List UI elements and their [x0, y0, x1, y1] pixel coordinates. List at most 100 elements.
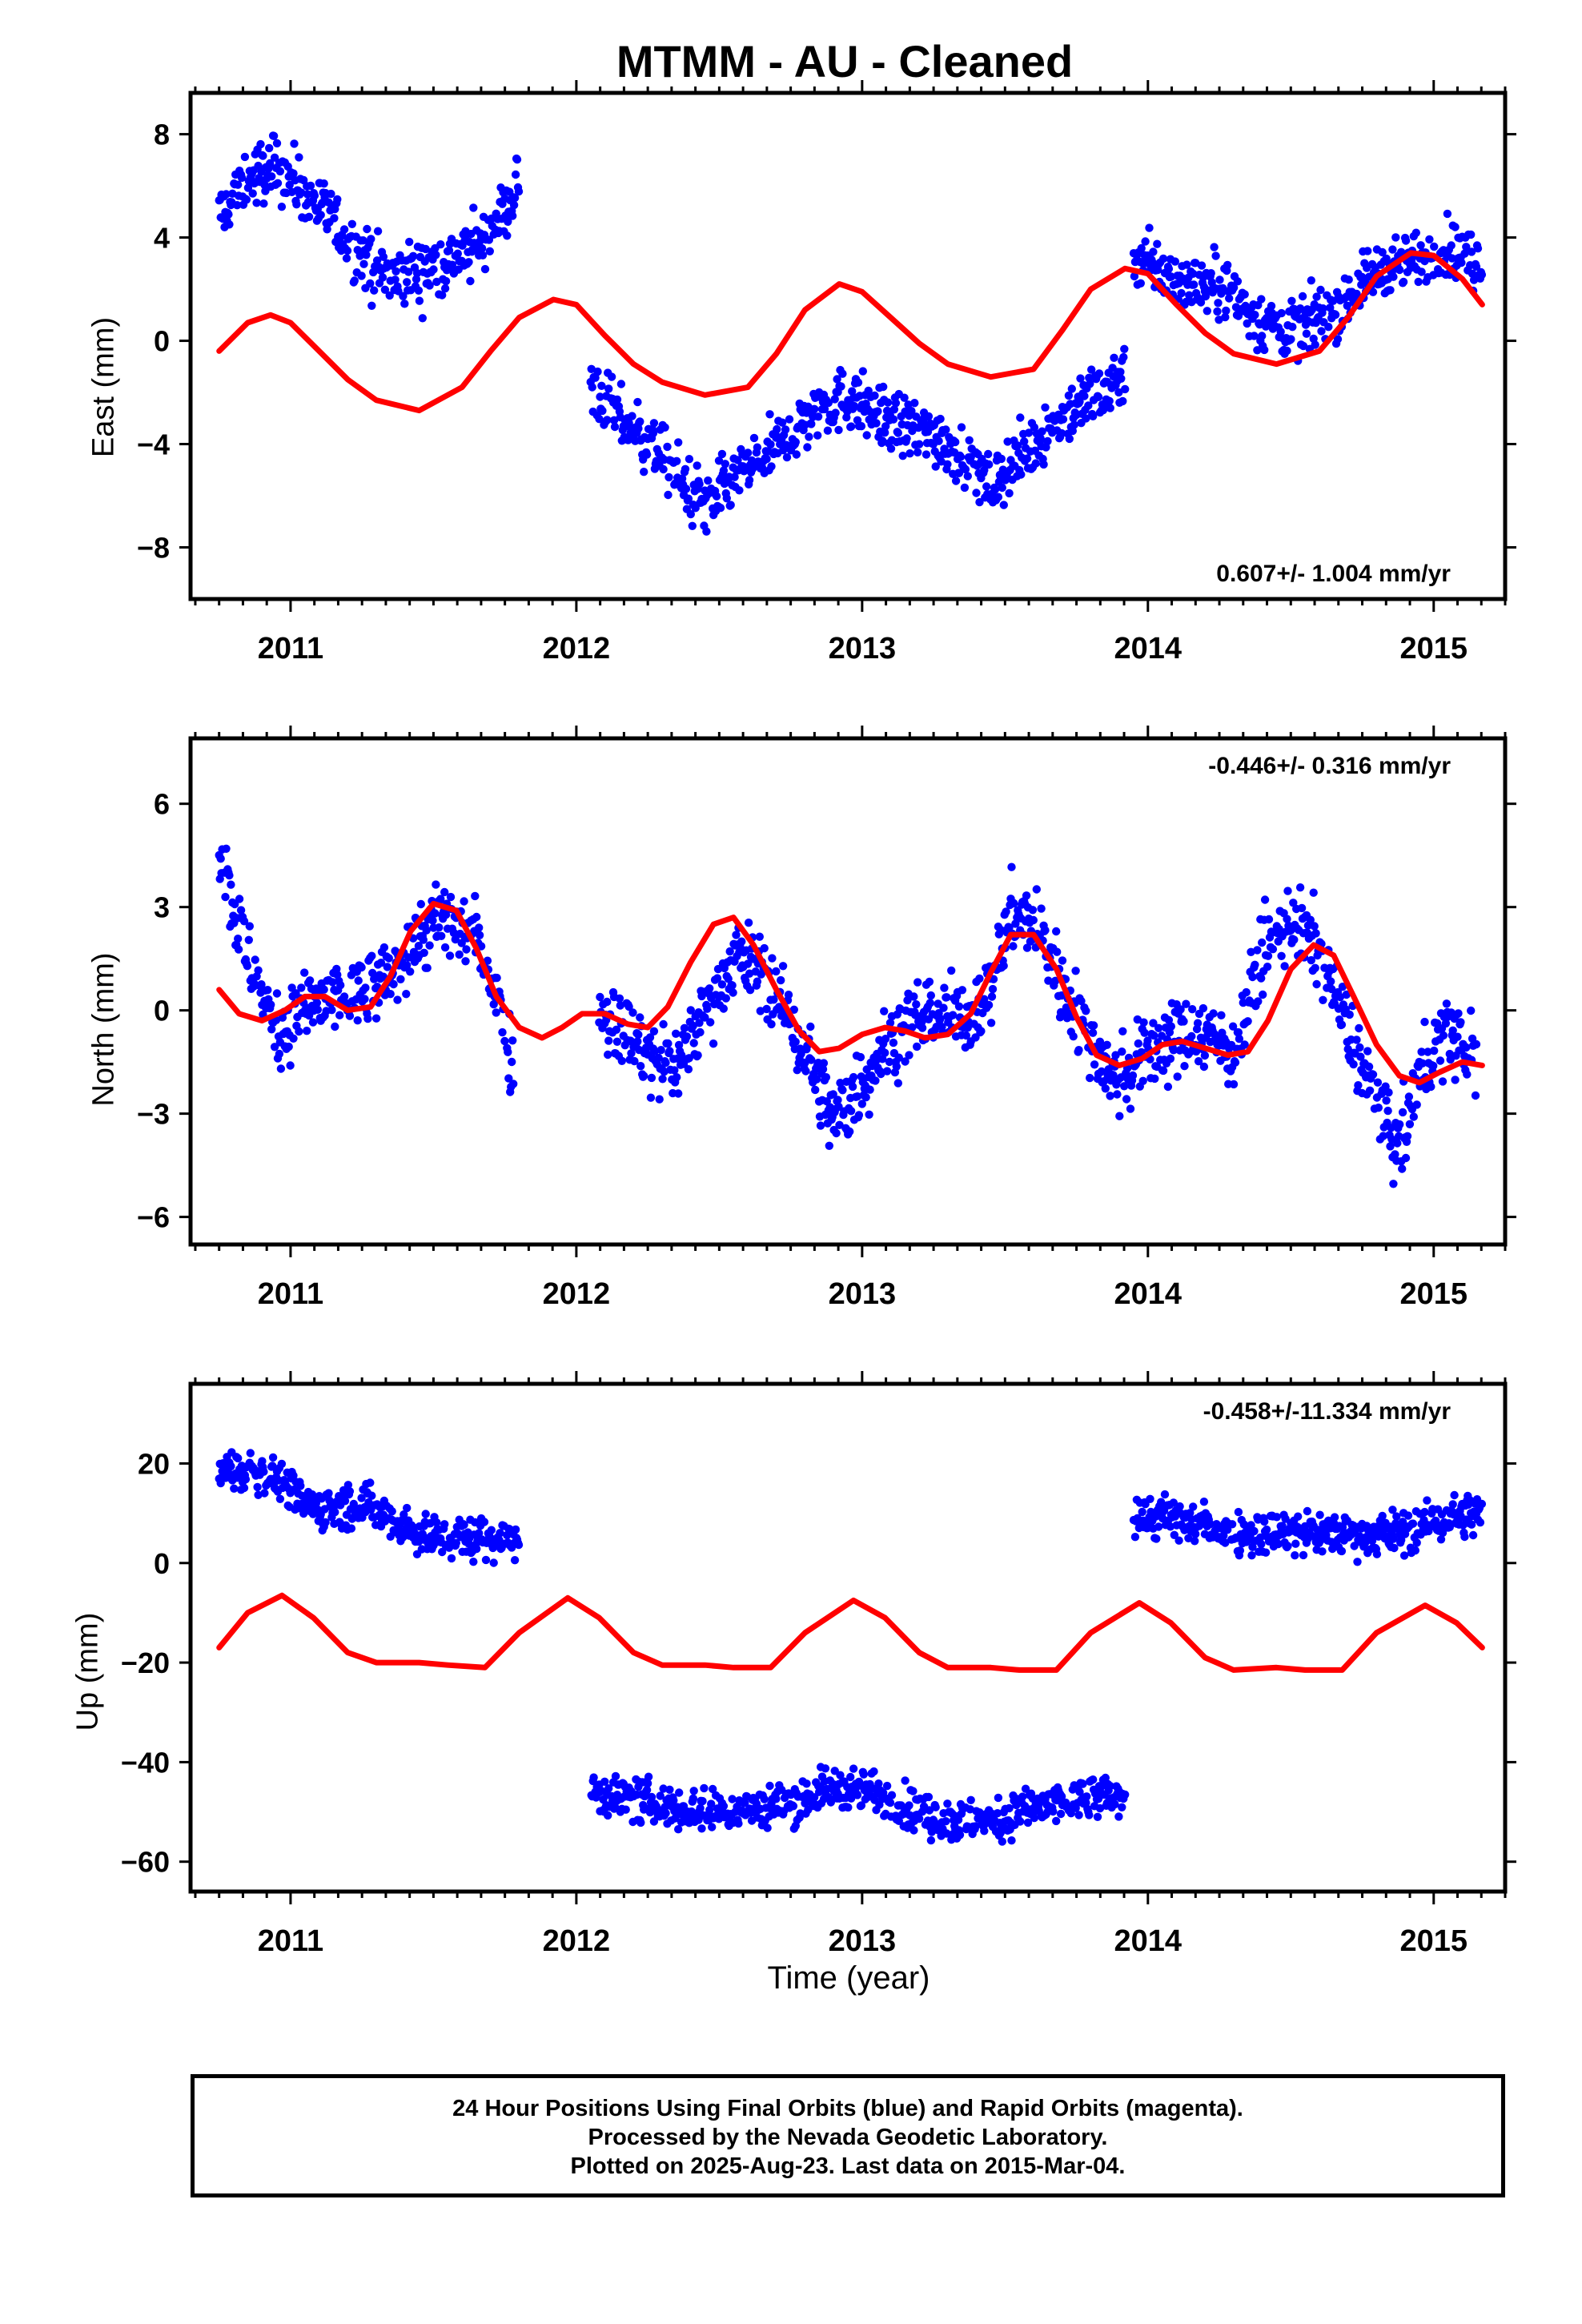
data-point: [904, 400, 913, 409]
data-point: [1184, 1534, 1193, 1543]
data-point: [1401, 1153, 1411, 1163]
data-point: [749, 433, 759, 443]
data-point: [469, 1558, 478, 1566]
data-point: [909, 1826, 918, 1835]
data-point: [955, 1831, 965, 1839]
data-point: [1349, 1059, 1358, 1069]
data-point: [1191, 1530, 1200, 1538]
data-point: [636, 1818, 645, 1827]
data-point: [1003, 437, 1012, 446]
data-point: [734, 1819, 743, 1828]
east-model-line: [216, 250, 1485, 414]
data-point: [366, 1478, 375, 1487]
data-point: [733, 456, 742, 464]
data-point: [347, 1524, 356, 1533]
data-point: [1412, 1538, 1421, 1547]
y-tick-label: 0: [154, 1547, 170, 1580]
data-point: [286, 1061, 295, 1070]
data-point: [695, 1019, 704, 1027]
data-point: [689, 1039, 698, 1047]
data-point: [245, 922, 254, 931]
data-point: [1094, 392, 1103, 401]
data-point: [717, 980, 727, 989]
data-point: [909, 992, 918, 1001]
data-point: [1221, 312, 1230, 322]
up-axis-label: Up (mm): [70, 1612, 105, 1731]
data-point: [1037, 904, 1046, 913]
data-point: [225, 220, 234, 229]
data-point: [633, 1037, 642, 1046]
data-point: [496, 1529, 504, 1538]
data-point: [414, 942, 424, 951]
data-point: [1128, 1071, 1138, 1080]
data-point: [259, 199, 268, 208]
data-point: [1318, 1547, 1327, 1556]
data-point: [604, 1784, 613, 1793]
data-point: [1057, 428, 1066, 438]
data-point: [604, 1811, 612, 1820]
data-point: [887, 1791, 897, 1799]
data-point: [870, 391, 879, 400]
data-point: [1225, 294, 1234, 303]
data-point: [1317, 327, 1326, 336]
data-point: [361, 983, 370, 992]
data-point: [597, 381, 606, 390]
data-point: [1139, 1018, 1148, 1027]
data-point: [221, 892, 230, 902]
data-point: [913, 448, 922, 456]
data-point: [295, 153, 303, 162]
data-point: [445, 951, 455, 960]
east-rate-label: 0.607+/- 1.004 mm/yr: [1216, 561, 1451, 587]
data-point: [1229, 1080, 1239, 1089]
data-point: [1082, 1792, 1091, 1801]
data-point: [820, 404, 829, 414]
data-point: [366, 279, 375, 288]
data-point: [1146, 1494, 1154, 1504]
data-point: [857, 422, 866, 431]
data-point: [1049, 1807, 1058, 1816]
data-point: [871, 1076, 880, 1085]
data-point: [797, 1049, 805, 1059]
data-point: [1223, 260, 1232, 270]
data-point: [275, 1494, 285, 1504]
data-point: [1031, 459, 1041, 468]
data-point: [1442, 999, 1452, 1008]
east-axis-label: East (mm): [86, 316, 121, 458]
data-point: [1258, 332, 1267, 340]
data-point: [656, 1046, 665, 1055]
x-axis-label: Time (year): [767, 1960, 930, 1996]
data-point: [1149, 1019, 1158, 1027]
data-point: [487, 1526, 496, 1534]
data-point: [598, 406, 607, 416]
data-point: [901, 1776, 909, 1785]
data-point: [1467, 1520, 1476, 1529]
data-point: [681, 485, 691, 493]
data-point: [768, 954, 777, 963]
data-point: [962, 1031, 971, 1040]
data-point: [335, 1011, 344, 1019]
data-point: [853, 1092, 862, 1101]
data-point: [674, 1089, 683, 1098]
data-point: [461, 957, 470, 966]
data-point: [509, 200, 519, 210]
data-point: [472, 1544, 481, 1554]
data-point: [339, 225, 349, 234]
data-point: [696, 1027, 705, 1037]
data-point: [480, 1518, 489, 1526]
data-point: [845, 1127, 854, 1136]
x-tick-label: 2013: [829, 1924, 897, 1958]
data-point: [367, 1491, 376, 1500]
data-point: [772, 1795, 781, 1803]
data-point: [917, 1023, 927, 1032]
data-point: [859, 1770, 869, 1779]
data-point: [234, 1454, 243, 1463]
data-point: [460, 897, 468, 906]
data-point: [646, 1093, 656, 1102]
data-point: [1141, 237, 1150, 246]
data-point: [1150, 1031, 1158, 1040]
data-point: [379, 943, 389, 952]
data-point: [259, 1467, 268, 1476]
data-point: [762, 1004, 771, 1014]
data-point: [1221, 1538, 1230, 1547]
data-point: [943, 1799, 952, 1808]
